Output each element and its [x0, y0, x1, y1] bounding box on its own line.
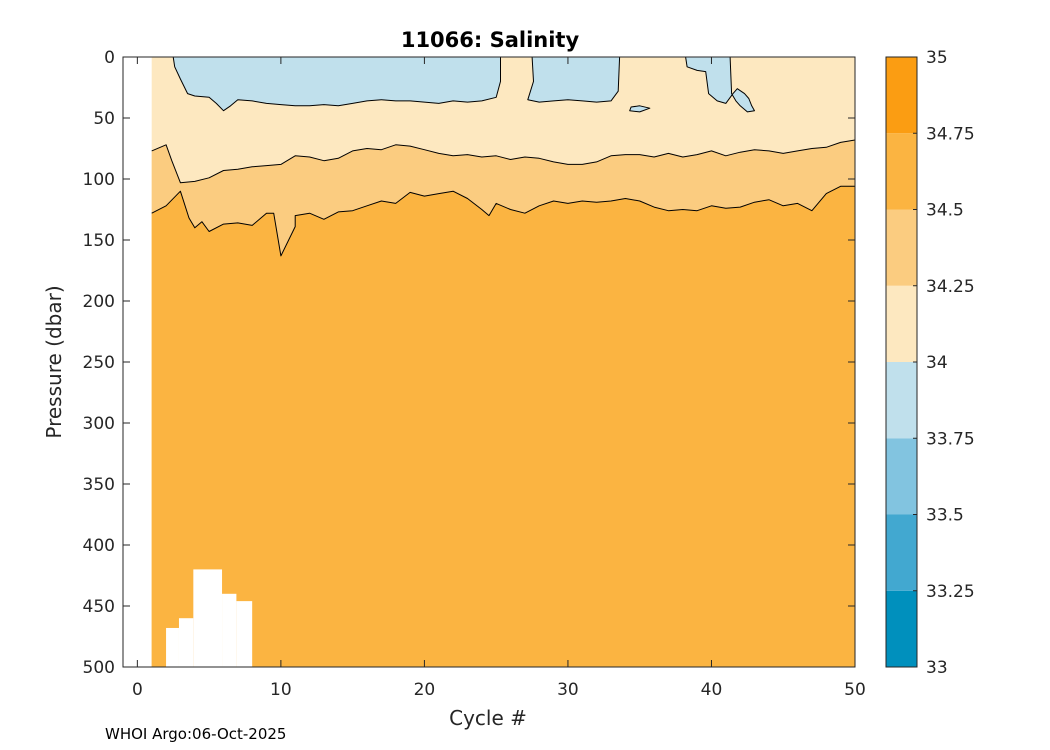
- y-tick-label: 500: [83, 658, 115, 678]
- missing-block-5: [236, 601, 253, 667]
- colorbar-tick-label: 34.5: [926, 201, 964, 221]
- chart-title: 11066: Salinity: [401, 28, 580, 52]
- missing-block-2: [178, 618, 194, 667]
- x-axis: 0 10 20 30 40 50: [132, 57, 866, 700]
- colorbar-tick-label: 33: [926, 658, 948, 678]
- colorbar-bin-0: [886, 590, 917, 667]
- colorbar-tick-label: 34: [926, 353, 948, 373]
- colorbar-tick-label: 35: [926, 48, 948, 68]
- contour-line-1: [151, 139, 856, 184]
- missing-data: [151, 569, 253, 668]
- colorbar-bin-2: [886, 438, 917, 515]
- colorbar: 33 33.25 33.5 33.75 34 34.25 34.5 34.75 35: [885, 48, 975, 678]
- y-tick-label: 150: [83, 231, 115, 251]
- y-tick-label: 0: [104, 48, 115, 68]
- contour-band-fresh-patch-small: [629, 105, 651, 113]
- colorbar-tick-label: 33.75: [926, 429, 975, 449]
- y-axis: 0 50 100 150 200 250 300 350 400 450 500: [83, 48, 855, 678]
- contour-band-fresh-patch-right: [685, 56, 755, 113]
- colorbar-tick-label: 34.25: [926, 277, 975, 297]
- x-tick-label: 50: [844, 680, 866, 700]
- x-tick-label: 20: [414, 680, 436, 700]
- x-tick-label: 30: [557, 680, 579, 700]
- contour-line-0: [151, 185, 855, 257]
- y-tick-label: 450: [83, 597, 115, 617]
- y-tick-label: 400: [83, 536, 115, 556]
- colorbar-bin-5: [886, 209, 917, 286]
- y-axis-label: Pressure (dbar): [42, 285, 66, 438]
- y-tick-label: 50: [93, 109, 115, 129]
- colorbar-bin-3: [886, 362, 917, 439]
- x-tick-label: 10: [270, 680, 292, 700]
- colorbar-tick-label: 34.75: [926, 124, 975, 144]
- footer-credit: WHOI Argo:06-Oct-2025: [105, 725, 287, 743]
- x-axis-label: Cycle #: [449, 706, 527, 730]
- y-tick-label: 350: [83, 475, 115, 495]
- y-tick-label: 300: [83, 414, 115, 434]
- colorbar-tick-label: 33.5: [926, 506, 964, 526]
- missing-block-3: [193, 569, 223, 667]
- missing-block-4: [222, 593, 237, 667]
- colorbar-tick-label: 33.25: [926, 582, 975, 602]
- colorbar-bin-4: [886, 285, 917, 362]
- y-tick-label: 200: [83, 292, 115, 312]
- x-tick-label: 0: [132, 680, 143, 700]
- y-tick-label: 100: [83, 170, 115, 190]
- y-tick-label: 250: [83, 353, 115, 373]
- colorbar-bin-1: [886, 514, 917, 591]
- colorbar-bin-6: [886, 133, 917, 210]
- colorbar-bin-7: [886, 57, 917, 134]
- x-tick-label: 40: [701, 680, 723, 700]
- missing-block-1: [166, 627, 179, 667]
- contour-band-deep-34.5-34.75: [151, 186, 855, 668]
- contour-bands: [151, 56, 856, 668]
- contour-band-fresh-33.75-34.0: [172, 56, 621, 112]
